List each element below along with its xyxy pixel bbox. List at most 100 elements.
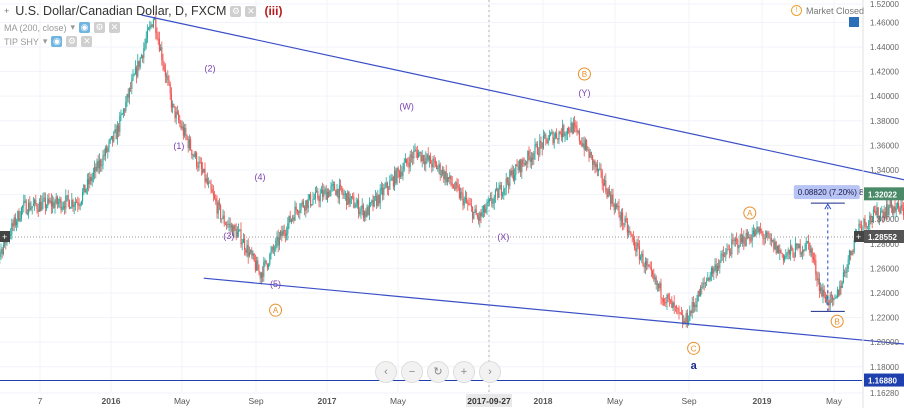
candle-body <box>227 224 229 226</box>
zoom-in-icon[interactable]: + <box>453 361 475 383</box>
candle-body <box>698 291 700 297</box>
candle-body <box>683 320 685 324</box>
eye-icon[interactable]: ◉ <box>79 22 91 33</box>
close-icon[interactable]: ✕ <box>81 36 93 47</box>
candle-body <box>684 320 686 324</box>
wave-label-iii: (iii) <box>264 4 283 18</box>
zoom-out-icon[interactable]: − <box>401 361 423 383</box>
candle-body <box>301 201 303 205</box>
settings-icon[interactable]: ⚙ <box>66 36 78 47</box>
candle-body <box>614 204 616 211</box>
scroll-left-icon[interactable]: ‹ <box>375 361 397 383</box>
dropdown-icon[interactable]: ▾ <box>70 22 76 32</box>
candle-body <box>34 199 36 204</box>
wave-circle <box>687 341 701 355</box>
candle-body <box>265 260 267 264</box>
candle-body <box>470 204 472 208</box>
candle-body <box>11 223 13 235</box>
candle-body <box>92 172 94 177</box>
candle-body <box>596 163 598 171</box>
candle-body <box>734 239 736 242</box>
candle-body <box>652 270 654 275</box>
eye-icon[interactable]: ◉ <box>51 36 63 47</box>
reset-icon[interactable]: ↻ <box>427 361 449 383</box>
candle-body <box>595 163 597 167</box>
settings-icon[interactable]: ⚙ <box>230 5 242 17</box>
candle-body <box>434 160 436 164</box>
candle-body <box>277 236 279 246</box>
candle-body <box>378 194 380 204</box>
candle-body <box>47 198 49 206</box>
candle-body <box>253 253 255 261</box>
candle-body <box>390 179 392 181</box>
scroll-right-icon[interactable]: › <box>479 361 501 383</box>
candle-body <box>691 302 693 313</box>
candle-body <box>419 151 421 154</box>
last-price-label-bg <box>864 187 904 201</box>
candle-body <box>103 155 105 157</box>
drawing-lines[interactable]: 0.08820 (7.20%) 882.00.09032 (7.20%) 903… <box>0 14 904 385</box>
candle-body <box>266 263 268 268</box>
candle-body <box>467 202 469 205</box>
candle-body <box>526 162 528 164</box>
candle-body <box>209 182 211 184</box>
candle-body <box>823 289 825 297</box>
x-tick-label: May <box>826 396 843 406</box>
candle-body <box>319 193 321 202</box>
candle-body <box>312 199 314 205</box>
wave-label: (2) <box>205 64 216 74</box>
candle-body <box>226 224 228 226</box>
candle-body <box>508 182 510 187</box>
candle-body <box>824 296 826 302</box>
candle-body <box>820 287 822 292</box>
candle-body <box>880 211 882 218</box>
candle-body <box>899 207 901 214</box>
candle-body <box>94 166 96 173</box>
candle-body <box>818 278 820 292</box>
candle-body <box>773 240 775 250</box>
candle-body <box>126 94 128 102</box>
candle-body <box>781 253 783 255</box>
candle-body <box>630 232 632 235</box>
dropdown-icon[interactable]: ▾ <box>42 36 48 46</box>
candle-body <box>104 147 106 157</box>
candle-body <box>42 199 44 203</box>
candle-body <box>515 164 517 176</box>
candle-body <box>580 140 582 143</box>
candle-body <box>817 278 819 281</box>
candle-body <box>809 242 811 253</box>
collapse-toggle[interactable]: + <box>4 6 10 16</box>
candle-body <box>649 266 651 268</box>
candle-body <box>247 244 249 257</box>
candle-body <box>484 205 486 213</box>
y-tick-label: 1.40000 <box>870 92 899 101</box>
candle-body <box>10 234 12 236</box>
candle-body <box>154 17 156 20</box>
candle-body <box>317 190 319 199</box>
candle-body <box>37 209 39 212</box>
candle-body <box>179 120 181 124</box>
candle-body <box>758 228 760 233</box>
x-tick-label: 2016 <box>102 396 121 406</box>
candle-body <box>70 207 72 209</box>
candle-body <box>371 200 373 203</box>
candle-body <box>58 202 60 204</box>
candle-body <box>461 192 463 194</box>
candle-body <box>272 247 274 250</box>
clock-icon: ! <box>790 5 802 16</box>
candle-body <box>407 162 409 164</box>
candle-body <box>364 211 366 218</box>
close-icon[interactable]: ✕ <box>109 22 121 33</box>
candle-body <box>409 154 411 168</box>
candlestick-series <box>0 11 904 329</box>
close-icon[interactable]: ✕ <box>245 5 257 17</box>
candle-body <box>76 202 78 204</box>
candle-body <box>760 228 762 231</box>
candle-body <box>882 210 884 218</box>
candle-body <box>216 201 218 214</box>
ma-label: MA (200, close) <box>4 22 67 33</box>
candle-body <box>682 314 684 324</box>
settings-icon[interactable]: ⚙ <box>94 22 106 33</box>
